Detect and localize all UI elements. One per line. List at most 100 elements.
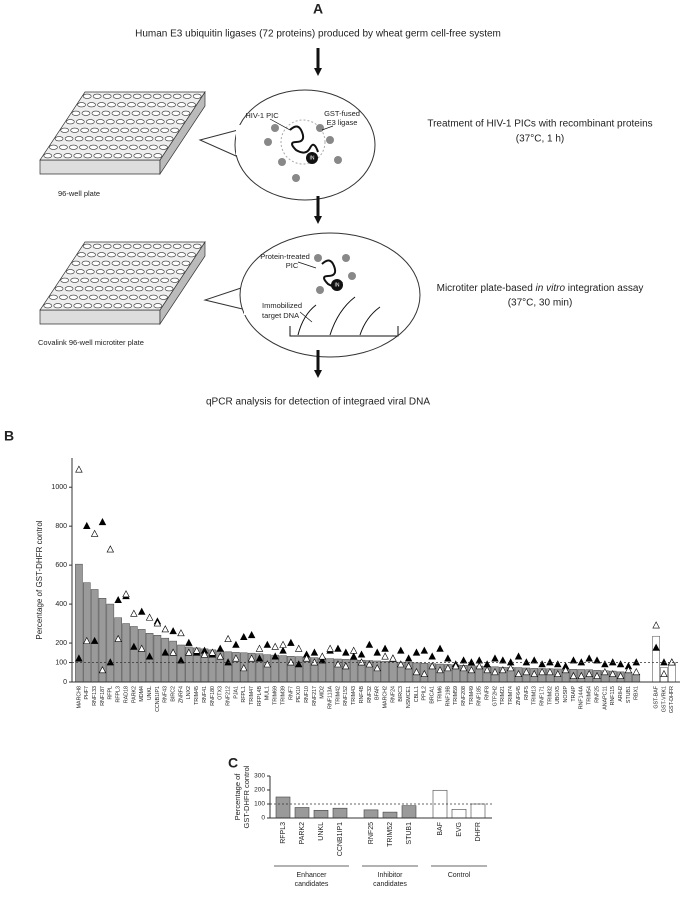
y-tick-label: 400: [55, 601, 67, 608]
x-tick-label: TRIM69: [273, 686, 279, 705]
marker: [224, 658, 232, 666]
bubble-text: GST-fused: [324, 109, 360, 118]
x-tick-label: CBLL1: [414, 686, 420, 702]
well: [182, 93, 192, 99]
well: [127, 102, 136, 108]
well: [176, 119, 185, 125]
bar: [169, 640, 177, 683]
well: [131, 260, 141, 266]
y-axis-label: GST-DHFR control: [242, 765, 251, 828]
x-tick-label: RAD18: [123, 686, 129, 703]
marker: [224, 634, 232, 642]
well: [134, 136, 144, 142]
well: [87, 102, 96, 108]
x-tick-label: GTF2H2: [492, 686, 498, 706]
y-tick-label: 200: [254, 787, 265, 794]
well: [177, 102, 186, 108]
bar: [382, 811, 398, 819]
marker: [130, 609, 138, 617]
marker: [593, 671, 601, 679]
x-tick-label: ZNF645: [516, 686, 522, 705]
x-tick-label: RNF25: [368, 822, 375, 844]
bar: [313, 809, 329, 819]
x-tick-label: RNF180: [210, 686, 216, 706]
bar: [122, 623, 130, 683]
x-tick-label: RNF133: [92, 686, 98, 706]
well: [136, 119, 145, 125]
marker: [349, 646, 358, 654]
step-text: (37°C, 30 min): [508, 298, 573, 309]
group-label: Inhibitor: [378, 872, 404, 879]
well: [107, 102, 116, 108]
integrase: [331, 279, 343, 291]
panel-a: A Human E3 ubiquitin ligases (72 protein…: [38, 1, 653, 408]
bar: [263, 654, 272, 683]
x-tick-label: PPIL2: [422, 686, 428, 700]
pointer: [297, 261, 317, 269]
well: [164, 286, 174, 292]
well: [147, 252, 156, 258]
well: [84, 286, 94, 292]
x-tick-label: RNF25: [594, 686, 600, 703]
well: [152, 243, 162, 249]
well: [160, 127, 169, 133]
well: [60, 277, 69, 283]
well: [64, 136, 74, 142]
well: [70, 277, 79, 283]
well: [71, 110, 81, 116]
well: [130, 127, 139, 133]
bar: [373, 660, 382, 683]
well: [147, 102, 156, 108]
well: [192, 243, 202, 249]
step-text-part: in vitro: [536, 283, 566, 294]
marker: [569, 656, 578, 664]
well: [49, 294, 58, 300]
well: [106, 119, 115, 125]
well: [79, 144, 88, 150]
well: [117, 102, 126, 108]
bar: [332, 807, 348, 819]
well: [77, 102, 86, 108]
target-dna: [297, 296, 381, 336]
well: [132, 93, 142, 99]
panel-label: A: [313, 1, 323, 17]
well: [96, 119, 105, 125]
well: [140, 127, 149, 133]
marker: [357, 658, 366, 666]
well: [69, 144, 78, 150]
well: [170, 127, 179, 133]
x-tick-label: RNF208: [461, 686, 467, 706]
x-tick-label: RNF185: [477, 686, 483, 706]
x-tick-label: NSMCE1: [406, 686, 412, 708]
marker: [601, 668, 609, 676]
x-tick-label: TRIM49: [469, 686, 475, 705]
well: [139, 144, 148, 150]
well: [172, 243, 182, 249]
well: [91, 110, 101, 116]
well: [141, 260, 151, 266]
y-tick-label: 100: [254, 801, 265, 808]
marker: [451, 662, 460, 670]
x-tick-label: DHFR: [475, 822, 482, 841]
well: [131, 110, 141, 116]
well: [150, 277, 159, 283]
marker: [467, 666, 476, 674]
marker: [216, 644, 224, 652]
well: [64, 286, 74, 292]
well: [114, 136, 124, 142]
marker: [652, 621, 660, 629]
marker: [483, 660, 491, 668]
x-tick-label: TRIM42: [335, 686, 341, 705]
well: [111, 260, 121, 266]
marker: [616, 660, 625, 668]
x-tick-label: STUB1: [626, 686, 632, 703]
x-tick-label: MARCH2: [382, 686, 388, 708]
marker: [247, 654, 256, 662]
y-tick-label: 0: [261, 815, 265, 822]
x-tick-label: ARIH2: [618, 686, 624, 702]
well: [74, 136, 84, 142]
well: [59, 294, 68, 300]
well: [102, 93, 112, 99]
well: [73, 303, 83, 309]
plate-label: 96-well plate: [58, 189, 100, 198]
